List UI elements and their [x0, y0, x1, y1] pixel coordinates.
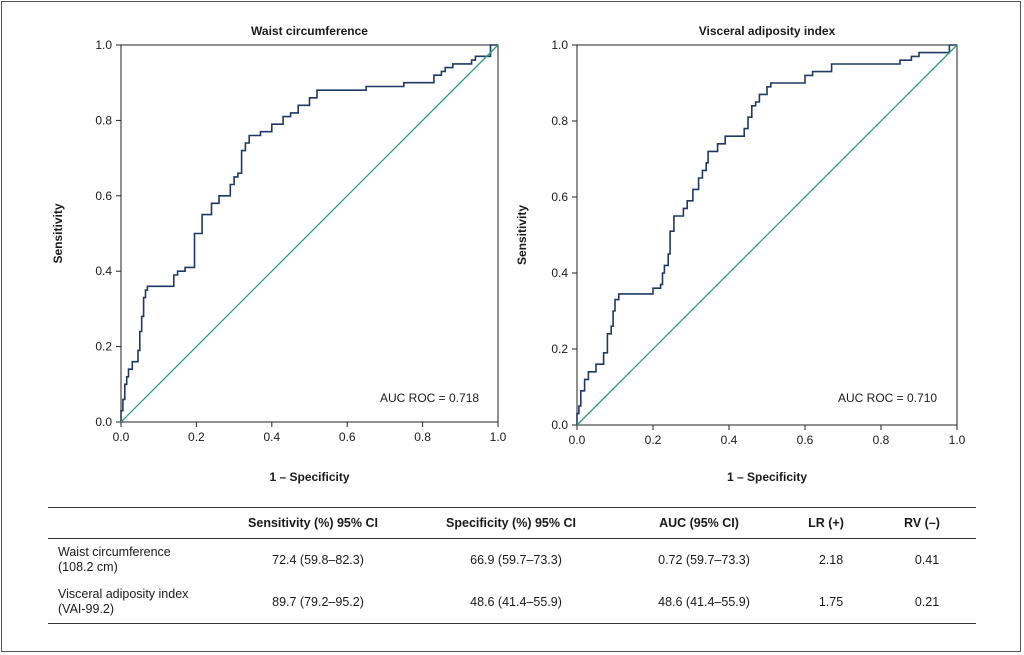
row-label-line1: Visceral adiposity index: [58, 587, 188, 601]
table-header-cell: Specificity (%) 95% CI: [408, 508, 614, 539]
table-cell: 66.9 (59.7–73.3): [408, 539, 614, 582]
x-tick-label: 0.0: [569, 433, 586, 447]
table-cell: 1.75: [784, 581, 868, 624]
summary-table: Sensitivity (%) 95% CI Specificity (%) 9…: [48, 507, 976, 624]
table-cell: 48.6 (41.4–55.9): [408, 581, 614, 624]
table-cell: 0.41: [868, 539, 976, 582]
table-cell: 89.7 (79.2–95.2): [218, 581, 408, 624]
y-tick-label: 0.8: [551, 114, 568, 128]
x-tick-label: 1.0: [949, 433, 966, 447]
table-cell: 48.6 (41.4–55.9): [614, 581, 784, 624]
row-label-line2: (108.2 cm): [58, 560, 118, 574]
row-label-line2: (VAI-99.2): [58, 602, 114, 616]
table-cell: 2.18: [784, 539, 868, 582]
table-row: Visceral adiposity index (VAI-99.2) 89.7…: [48, 581, 976, 624]
table-cell: 0.21: [868, 581, 976, 624]
table-header-cell: AUC (95% CI): [614, 508, 784, 539]
x-tick-label: 0.4: [721, 433, 738, 447]
table-header-row: Sensitivity (%) 95% CI Specificity (%) 9…: [48, 508, 976, 539]
y-tick-label: 0.6: [551, 190, 568, 204]
table-header-cell: Sensitivity (%) 95% CI: [218, 508, 408, 539]
roc-chart-visceral-adiposity-index: Visceral adiposity index 0.0 0.2 0.4 0.6 0.8 1…: [0, 0, 1024, 500]
auc-annotation: AUC ROC = 0.710: [838, 391, 937, 405]
table-header-cell: [48, 508, 218, 539]
row-label-line1: Waist circumference: [58, 545, 171, 559]
y-axis-title: Sensitivity: [515, 205, 529, 265]
table-row: Waist circumference (108.2 cm) 72.4 (59.…: [48, 539, 976, 582]
reference-diagonal-line: [577, 45, 957, 425]
x-axis-title: 1 – Specificity: [727, 470, 807, 484]
x-tick-label: 0.8: [873, 433, 890, 447]
y-tick-label: 1.0: [551, 38, 568, 52]
x-tick-label: 0.2: [645, 433, 662, 447]
table-header-cell: RV (–): [868, 508, 976, 539]
y-tick-label: 0.4: [551, 266, 568, 280]
x-tick-label: 0.6: [797, 433, 814, 447]
chart-title: Visceral adiposity index: [699, 24, 836, 38]
table-cell: 72.4 (59.8–82.3): [218, 539, 408, 582]
table-row-label: Waist circumference (108.2 cm): [48, 539, 218, 582]
table-row-label: Visceral adiposity index (VAI-99.2): [48, 581, 218, 624]
table-cell: 0.72 (59.7–73.3): [614, 539, 784, 582]
y-tick-label: 0.0: [551, 418, 568, 432]
table-header-cell: LR (+): [784, 508, 868, 539]
y-tick-label: 0.2: [551, 342, 568, 356]
